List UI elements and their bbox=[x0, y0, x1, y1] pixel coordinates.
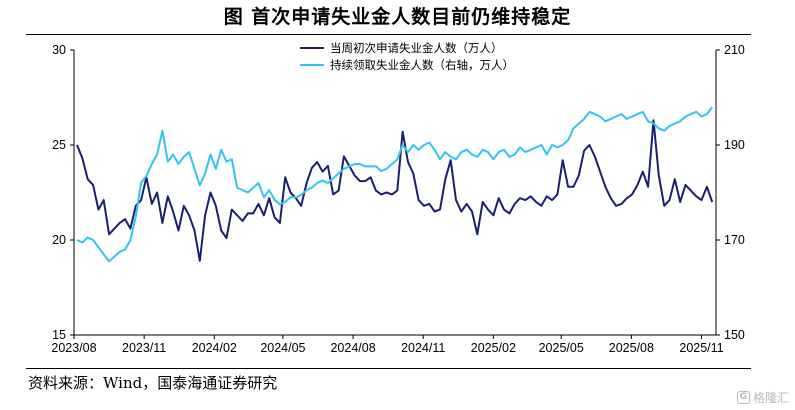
line-chart: 15 20 25 30 150 170 190 210 2023/08 2023/11 2024/0… bbox=[51, 41, 745, 355]
title-divider bbox=[26, 34, 751, 35]
watermark-logo-icon: G bbox=[736, 391, 750, 404]
x-tick-label: 2024/08 bbox=[330, 341, 375, 355]
x-tick-label: 2025/08 bbox=[609, 341, 654, 355]
right-tick-label: 170 bbox=[724, 233, 745, 247]
x-tick-label: 2024/02 bbox=[192, 341, 237, 355]
chart-title: 图 首次申请失业金人数目前仍维持稳定 bbox=[223, 6, 572, 28]
chart-title-bar: 图 首次申请失业金人数目前仍维持稳定 bbox=[0, 0, 795, 34]
x-tick-label: 2025/11 bbox=[679, 341, 723, 355]
x-tick-label: 2024/11 bbox=[401, 341, 445, 355]
initial-claims-line bbox=[76, 119, 714, 262]
x-tick-label: 2024/05 bbox=[260, 341, 305, 355]
left-tick-label: 30 bbox=[52, 43, 66, 57]
legend-label-initial-claims: 当周初次申请失业金人数（万人） bbox=[330, 41, 503, 55]
left-tick-label: 20 bbox=[52, 233, 66, 247]
right-tick-label: 150 bbox=[724, 328, 745, 342]
left-tick-label: 25 bbox=[52, 138, 66, 152]
right-tick-label: 190 bbox=[724, 138, 745, 152]
x-tick-label: 2025/05 bbox=[539, 341, 584, 355]
source-divider bbox=[26, 368, 751, 369]
left-tick-label: 15 bbox=[52, 328, 66, 342]
source-note: 资料来源：Wind，国泰海通证券研究 bbox=[28, 374, 278, 392]
x-tick-label: 2023/11 bbox=[122, 341, 166, 355]
watermark-text: 格隆汇 bbox=[752, 391, 789, 405]
right-tick-label: 210 bbox=[724, 43, 745, 57]
continuing-claims-line bbox=[76, 106, 714, 263]
x-tick-label: 2023/08 bbox=[51, 341, 96, 355]
legend-label-continuing-claims: 持续领取失业金人数（右轴，万人） bbox=[330, 58, 514, 72]
x-tick-label: 2025/02 bbox=[471, 341, 516, 355]
watermark: G 格隆汇 bbox=[736, 389, 789, 406]
